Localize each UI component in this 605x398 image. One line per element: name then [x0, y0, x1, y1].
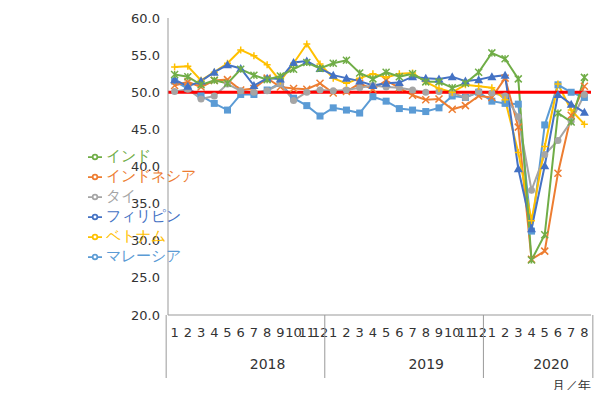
svg-text:7: 7 [250, 325, 258, 340]
svg-text:2: 2 [501, 325, 509, 340]
svg-text:5: 5 [382, 325, 390, 340]
svg-text:2: 2 [184, 325, 192, 340]
svg-text:50.0: 50.0 [131, 85, 160, 100]
svg-text:2: 2 [342, 325, 350, 340]
svg-text:9: 9 [435, 325, 443, 340]
svg-text:12: 12 [312, 325, 329, 340]
svg-text:9: 9 [276, 325, 284, 340]
svg-text:4: 4 [369, 325, 377, 340]
svg-text:20.0: 20.0 [131, 308, 160, 323]
svg-text:12: 12 [470, 325, 487, 340]
svg-text:30.0: 30.0 [131, 233, 160, 248]
svg-text:5: 5 [223, 325, 231, 340]
svg-text:4: 4 [210, 325, 218, 340]
svg-text:2018: 2018 [250, 356, 286, 372]
svg-text:60.0: 60.0 [131, 11, 160, 26]
svg-text:7: 7 [567, 325, 575, 340]
svg-text:8: 8 [263, 325, 271, 340]
svg-text:25.0: 25.0 [131, 270, 160, 285]
svg-text:55.0: 55.0 [131, 48, 160, 63]
svg-text:4: 4 [527, 325, 535, 340]
svg-text:40.0: 40.0 [131, 159, 160, 174]
svg-text:2019: 2019 [408, 356, 444, 372]
svg-text:月／年: 月／年 [552, 378, 591, 390]
svg-text:7: 7 [408, 325, 416, 340]
svg-text:3: 3 [356, 325, 364, 340]
svg-text:8: 8 [422, 325, 430, 340]
svg-text:3: 3 [514, 325, 522, 340]
svg-text:1: 1 [329, 325, 337, 340]
svg-text:2020: 2020 [533, 356, 569, 372]
svg-text:8: 8 [580, 325, 588, 340]
svg-text:35.0: 35.0 [131, 196, 160, 211]
svg-text:1: 1 [170, 325, 178, 340]
svg-text:6: 6 [237, 325, 245, 340]
svg-text:6: 6 [554, 325, 562, 340]
svg-text:45.0: 45.0 [131, 122, 160, 137]
svg-text:3: 3 [197, 325, 205, 340]
svg-text:1: 1 [488, 325, 496, 340]
svg-text:6: 6 [395, 325, 403, 340]
svg-text:5: 5 [541, 325, 549, 340]
